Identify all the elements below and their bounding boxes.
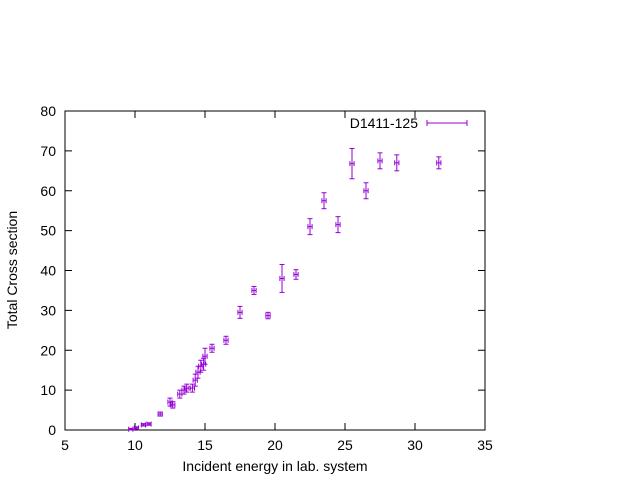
data-point <box>349 147 355 180</box>
legend-sample <box>426 120 468 126</box>
data-point <box>189 383 195 393</box>
data-point <box>293 269 299 280</box>
data-point <box>237 305 243 319</box>
data-point <box>157 411 163 417</box>
data-point <box>394 154 400 172</box>
data-point <box>133 425 139 431</box>
axis-tick-labels: 5 10 15 20 25 30 35 0 10 20 30 40 50 60 70 80 <box>40 103 493 453</box>
y-tick-label: 20 <box>40 342 56 358</box>
y-axis-title: Total Cross section <box>4 211 20 329</box>
data-point <box>170 401 176 409</box>
y-tick-label: 0 <box>48 422 56 438</box>
plot-frame <box>64 110 486 431</box>
data-point <box>140 422 146 428</box>
data-point <box>363 182 369 200</box>
y-tick-label: 40 <box>40 263 56 279</box>
data-point <box>209 343 215 353</box>
data-point <box>251 285 257 295</box>
y-tick-label: 60 <box>40 183 56 199</box>
x-tick-label: 10 <box>127 437 143 453</box>
data-point <box>307 218 313 236</box>
data-point <box>202 347 208 365</box>
y-tick-label: 10 <box>40 382 56 398</box>
y-tick-label: 50 <box>40 223 56 239</box>
x-tick-label: 5 <box>61 437 69 453</box>
data-point <box>128 426 134 432</box>
legend-label: D1411-125 <box>350 115 418 131</box>
data-point <box>146 421 152 427</box>
data-point <box>436 156 442 170</box>
data-point <box>377 152 383 170</box>
x-tick-label: 25 <box>337 437 353 453</box>
axis-ticks <box>64 110 486 431</box>
data-points <box>128 147 442 432</box>
x-tick-label: 20 <box>267 437 283 453</box>
data-point <box>335 216 341 234</box>
y-tick-label: 80 <box>40 103 56 119</box>
y-tick-label: 30 <box>40 302 56 318</box>
data-point <box>265 311 271 320</box>
data-point <box>279 264 285 293</box>
x-axis-title: Incident energy in lab. system <box>182 458 367 474</box>
x-tick-label: 35 <box>477 437 493 453</box>
x-tick-label: 15 <box>197 437 213 453</box>
legend: D1411-125 <box>350 115 468 131</box>
data-point <box>184 383 190 393</box>
data-point <box>223 335 229 345</box>
x-tick-label: 30 <box>407 437 423 453</box>
data-point <box>321 192 327 210</box>
y-tick-label: 70 <box>40 143 56 159</box>
